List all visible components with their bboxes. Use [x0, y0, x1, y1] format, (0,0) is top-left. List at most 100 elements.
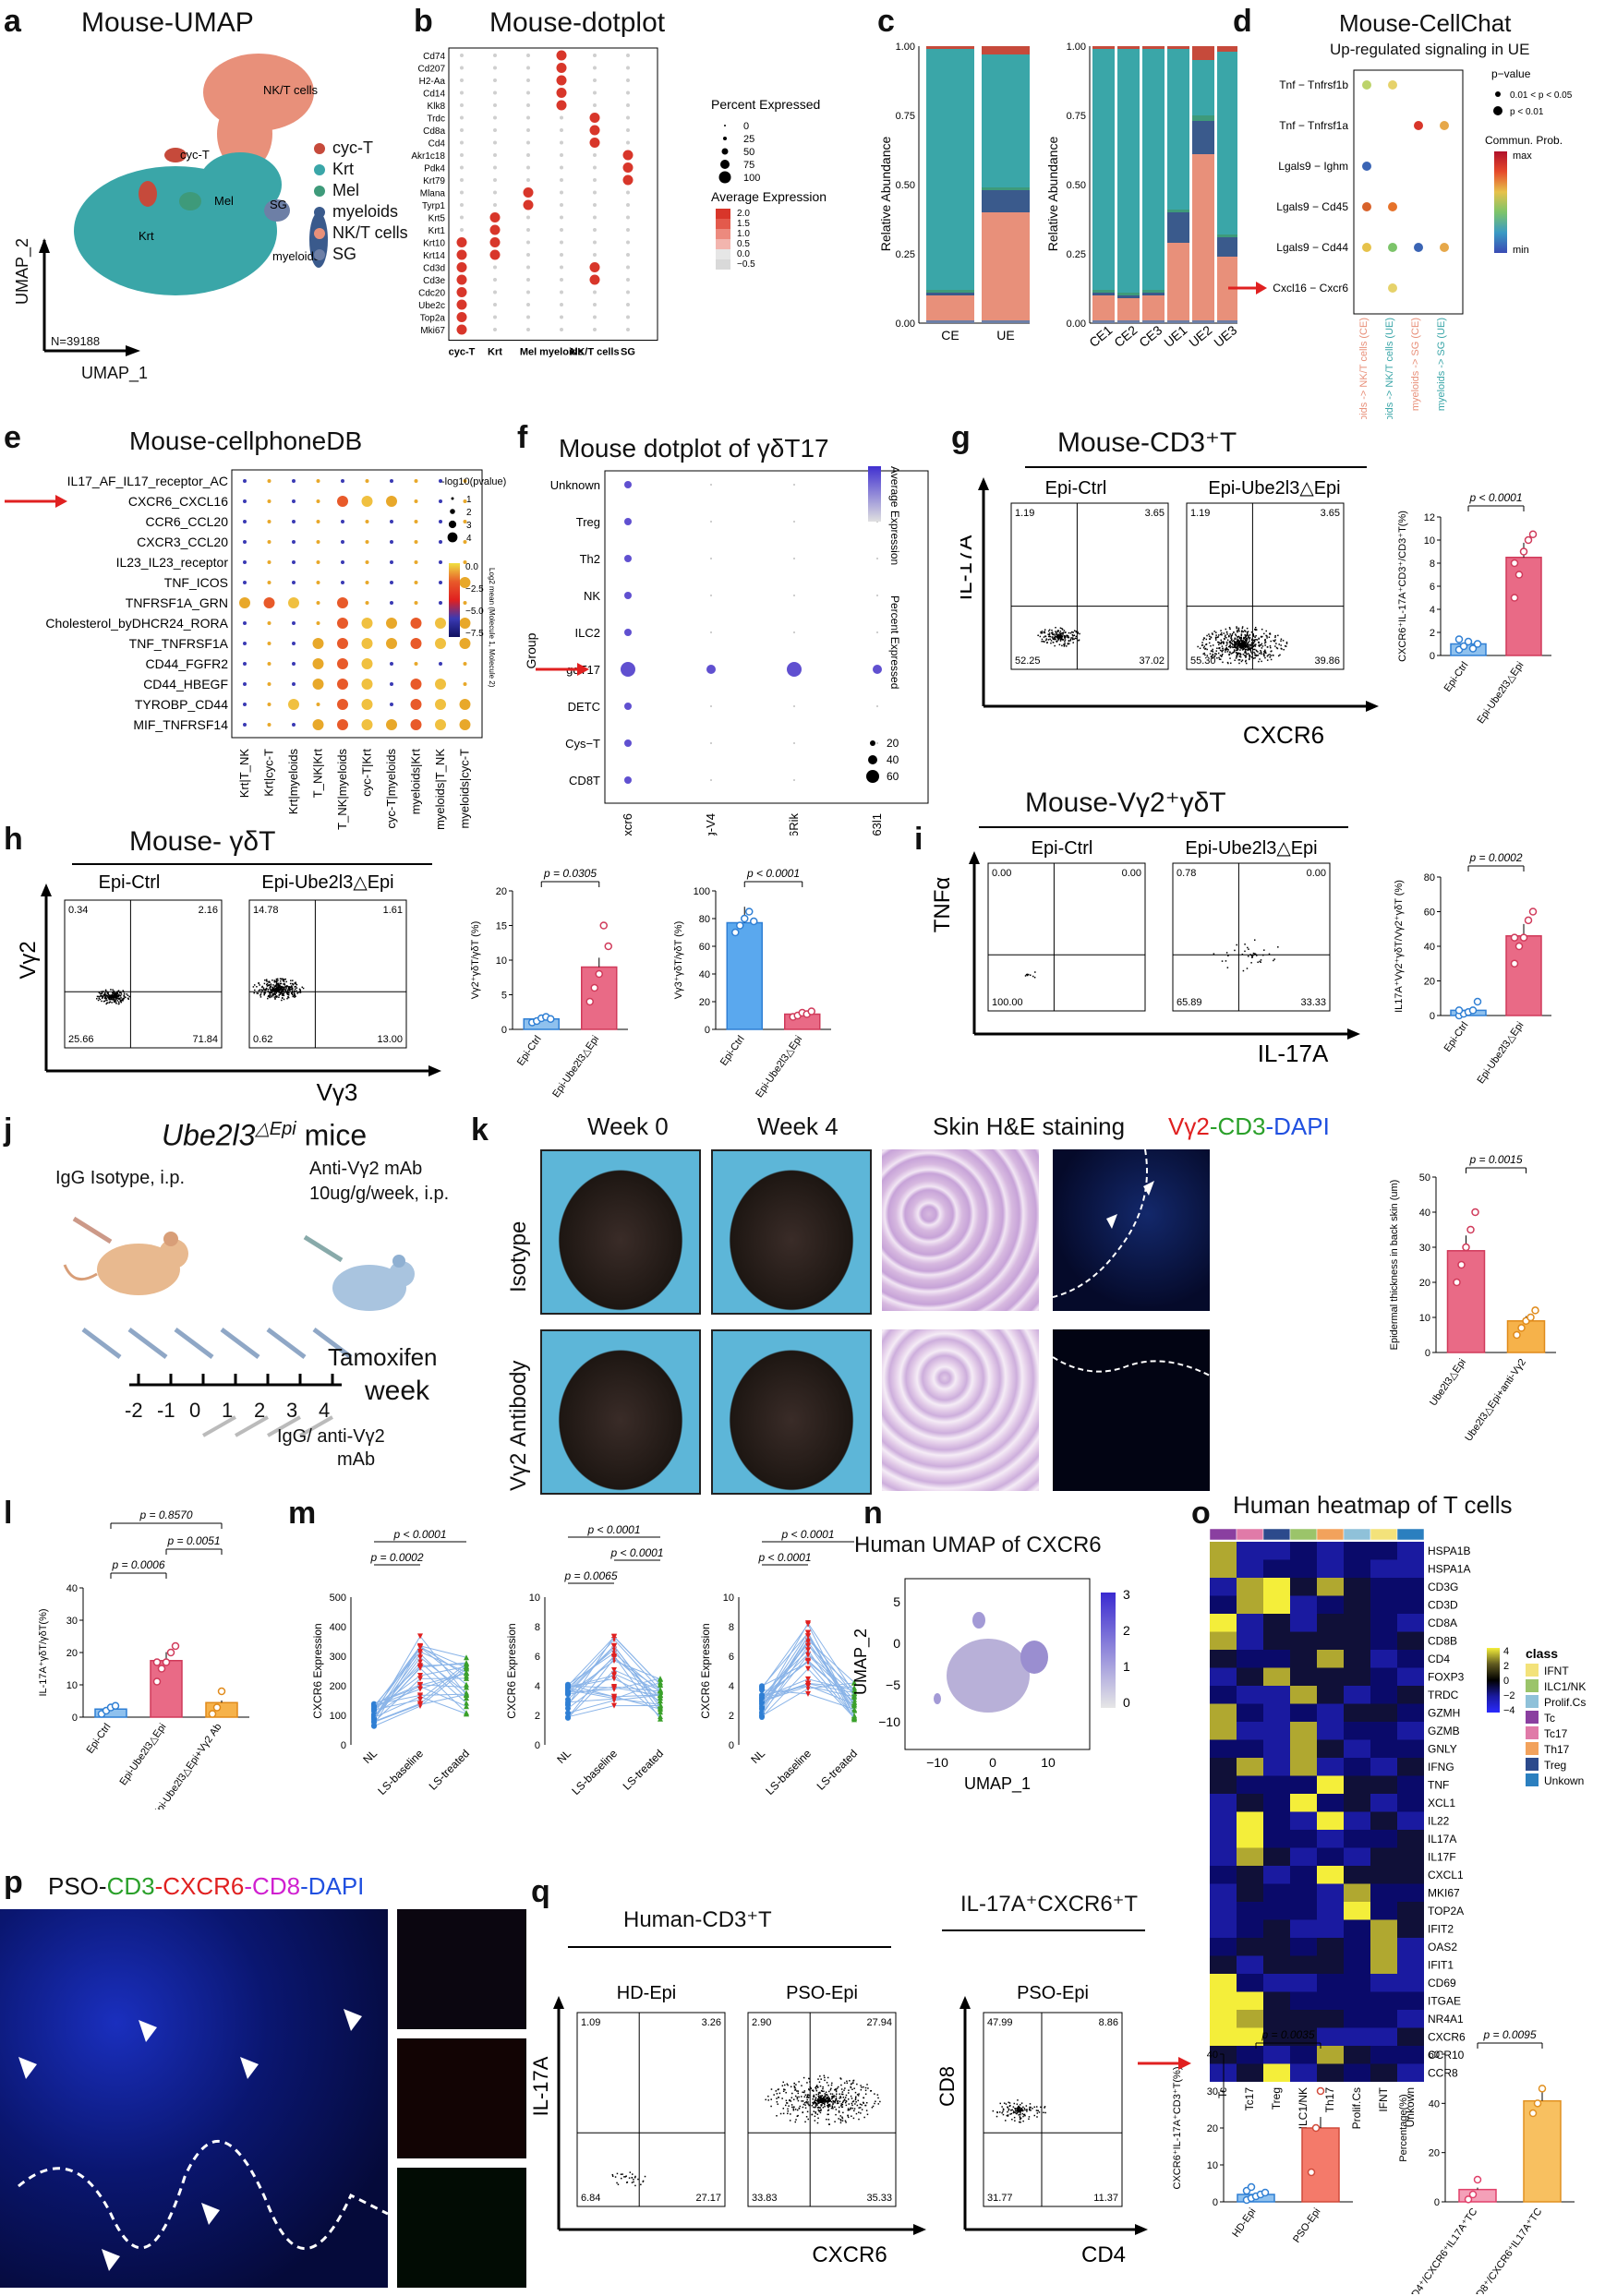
o-cell — [1370, 1667, 1397, 1686]
o-class-label: Th17 — [1544, 1743, 1570, 1756]
e-dot — [243, 581, 247, 584]
o-cell — [1370, 1866, 1397, 1884]
bar-category: Epi-Ube2l3△Epi — [1475, 660, 1526, 726]
o-scale: −2 — [1503, 1690, 1515, 1701]
e-dot — [365, 581, 369, 584]
c-bar-segment — [982, 54, 1030, 187]
d-pair-label: Lgals9 − Cd45 — [1276, 200, 1348, 213]
e-dot — [267, 581, 272, 584]
dotb-dot — [460, 128, 464, 132]
e-dot — [390, 601, 393, 605]
o-cell — [1210, 1794, 1237, 1812]
if-pso-merged — [0, 1909, 388, 2288]
dotb-dot — [560, 203, 563, 207]
o-class-bar — [1396, 1528, 1425, 1541]
bar-ytick: 0 — [72, 1713, 78, 1724]
o-gene-label: TRDC — [1428, 1689, 1459, 1701]
o-gene-label: GNLY — [1428, 1743, 1457, 1756]
q-title2: IL-17A⁺CXCR6⁺T — [960, 1892, 1139, 1917]
o-cell — [1397, 2046, 1424, 2064]
o-cell — [1237, 1991, 1263, 2010]
j-tick: 1 — [222, 1399, 234, 1422]
o-cell — [1237, 1775, 1263, 1794]
dotb-color-swatch — [716, 259, 730, 270]
o-cell — [1370, 1830, 1397, 1848]
dotb-dot — [493, 66, 497, 70]
dotb-color-swatch — [716, 239, 730, 249]
o-cell — [1344, 1614, 1370, 1632]
dotb-gene-label: Cd4 — [428, 139, 446, 150]
g-ctrl: Epi-Ctrl — [1045, 478, 1107, 499]
e-dot — [312, 679, 324, 690]
f-dot — [876, 558, 878, 559]
o-scale: 0 — [1503, 1676, 1509, 1687]
e-pair-label: TNFRSF1A_GRN — [126, 595, 228, 610]
h-ko: Epi-Ube2l3△Epi — [261, 872, 393, 893]
dotb-dot — [493, 140, 497, 145]
m-ytick: 6 — [729, 1652, 734, 1663]
panel-letter-l: l — [4, 1496, 13, 1531]
bar-point — [585, 997, 594, 1006]
o-cell — [1263, 1758, 1290, 1776]
e-dot — [337, 719, 348, 730]
flow-events — [992, 2099, 1046, 2123]
o-cell — [1290, 1578, 1317, 1596]
e-dot — [267, 621, 272, 625]
e-dot — [361, 719, 373, 730]
o-cell — [1344, 1991, 1370, 2010]
o-cell — [1317, 1578, 1344, 1596]
bar-point — [1519, 933, 1528, 942]
dotb-size-label: 100 — [743, 173, 760, 184]
o-cell — [1210, 1974, 1237, 1992]
panel-j-sup: △Epi — [255, 1119, 296, 1139]
f-size-label: 40 — [887, 753, 899, 766]
m-ytick: 0 — [729, 1740, 734, 1751]
e-size-label: 1 — [466, 495, 472, 505]
e-dot — [341, 581, 344, 584]
dotb-group-label: myeloids — [539, 347, 584, 358]
o-cell — [1344, 1559, 1370, 1578]
c-category: CE3 — [1136, 322, 1165, 350]
e-dot — [337, 679, 348, 690]
o-cell — [1370, 1974, 1397, 1992]
bar — [1505, 935, 1542, 1016]
e-dot — [463, 479, 467, 483]
n-scale: 0 — [1123, 1695, 1130, 1710]
o-cell — [1317, 1938, 1344, 1956]
f-dot — [624, 739, 632, 747]
o-cell — [1344, 1883, 1370, 1902]
e-dot — [414, 540, 418, 544]
c-bar-segment — [1142, 293, 1165, 295]
p-cd3: CD3 — [106, 1872, 155, 1900]
e-dot — [341, 560, 344, 564]
e-dot — [365, 560, 369, 564]
o-cell — [1210, 1739, 1237, 1758]
o-cell — [1210, 1595, 1237, 1614]
o-class-label: Prolif.Cs — [1544, 1696, 1586, 1709]
f-dot — [793, 779, 795, 781]
dotb-dot — [460, 103, 464, 107]
o-cell — [1397, 1775, 1424, 1794]
panel-g-rule — [1025, 466, 1367, 468]
o-col-label: Prolif.Cs — [1350, 2087, 1363, 2129]
panel-f-title: Mouse dotplot of γδT17 — [559, 434, 829, 463]
o-cell — [1263, 1703, 1290, 1722]
o-cell — [1210, 2010, 1237, 2028]
bar-point — [741, 914, 749, 923]
dotb-size-dot — [720, 160, 730, 169]
c-bar-segment — [1192, 46, 1214, 60]
m-ytick: 300 — [330, 1652, 346, 1663]
o-cell — [1370, 1578, 1397, 1596]
dotb-gene-label: Cd3e — [423, 276, 445, 286]
f-group-label: Th2 — [580, 552, 600, 566]
bar-pvalue: p = 0.0002 — [1468, 851, 1522, 864]
c-bar-segment — [1192, 320, 1214, 323]
umap-legend: cyc-T Krt Mel myeloids NK/T cells SG — [314, 138, 408, 266]
o-cell — [1263, 1919, 1290, 1938]
m-ytick: 8 — [535, 1622, 540, 1633]
panel-i-title: Mouse-Vγ2⁺γδT — [1025, 787, 1226, 818]
d-pair-label: Tnf − Tnfrsf1a — [1279, 119, 1348, 132]
dotb-dot — [589, 262, 600, 272]
dotb-dot — [460, 228, 464, 232]
f-size-label: 20 — [887, 737, 899, 750]
